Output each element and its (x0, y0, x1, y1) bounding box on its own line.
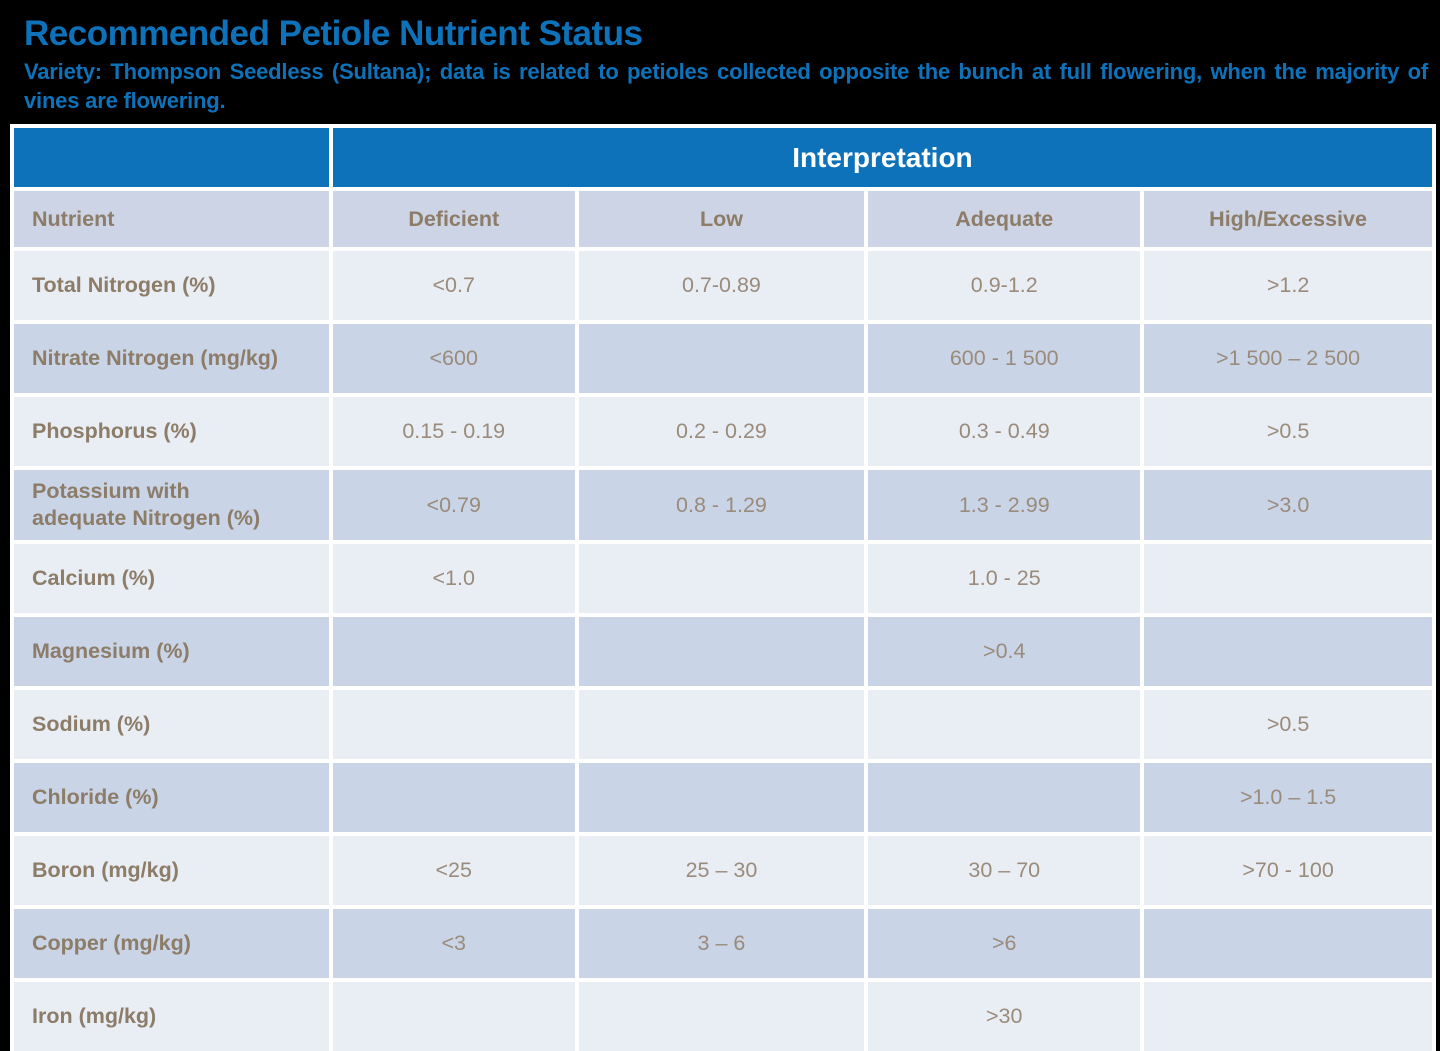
page-title: Recommended Petiole Nutrient Status (24, 14, 643, 53)
interpretation-header: Interpretation (332, 128, 1432, 188)
corner-header-cell (14, 128, 329, 188)
high-value: >3.0 (1144, 470, 1432, 540)
low-value (578, 762, 865, 832)
low-value (578, 981, 865, 1051)
deficient-value: <600 (332, 324, 575, 394)
high-value (1144, 543, 1432, 613)
deficient-value: <0.7 (332, 251, 575, 321)
high-value (1144, 616, 1432, 686)
adequate-value (868, 689, 1141, 759)
low-value (578, 616, 865, 686)
adequate-value: 600 - 1 500 (868, 324, 1141, 394)
adequate-value: 1.0 - 25 (868, 543, 1141, 613)
low-value: 0.2 - 0.29 (578, 397, 865, 467)
deficient-value: <0.79 (332, 470, 575, 540)
nutrient-label: Total Nitrogen (%) (14, 251, 329, 321)
column-header-high-excessive: High/Excessive (1144, 191, 1432, 248)
high-value (1144, 981, 1432, 1051)
table-row: Iron (mg/kg) >30 (14, 981, 1432, 1051)
page-subtitle: Variety: Thompson Seedless (Sultana); da… (24, 59, 1428, 113)
nutrient-label: Sodium (%) (14, 689, 329, 759)
adequate-value: >6 (868, 908, 1141, 978)
table-row: Total Nitrogen (%) <0.7 0.7-0.89 0.9-1.2 >1.… (14, 251, 1432, 321)
nutrient-label: Phosphorus (%) (14, 397, 329, 467)
high-value: >1 500 – 2 500 (1144, 324, 1432, 394)
low-value (578, 324, 865, 394)
nutrient-label: Magnesium (%) (14, 616, 329, 686)
column-header-nutrient: Nutrient (14, 191, 329, 248)
adequate-value (868, 762, 1141, 832)
high-value: >0.5 (1144, 689, 1432, 759)
table-row: Nitrate Nitrogen (mg/kg) <600 600 - 1 500 >… (14, 324, 1432, 394)
table-row: Boron (mg/kg) <25 25 – 30 30 – 70 >70 - 100 (14, 835, 1432, 905)
table-row: Chloride (%) >1.0 – 1.5 (14, 762, 1432, 832)
high-value: >70 - 100 (1144, 835, 1432, 905)
column-header-adequate: Adequate (868, 191, 1141, 248)
nutrient-label: Potassium with adequate Nitrogen (%) (14, 470, 329, 540)
column-header-low: Low (578, 191, 865, 248)
adequate-value: >30 (868, 981, 1141, 1051)
low-value: 3 – 6 (578, 908, 865, 978)
nutrient-label: Iron (mg/kg) (14, 981, 329, 1051)
table-row: Magnesium (%) >0.4 (14, 616, 1432, 686)
adequate-value: 30 – 70 (868, 835, 1141, 905)
nutrient-label: Boron (mg/kg) (14, 835, 329, 905)
table-row: Phosphorus (%) 0.15 - 0.19 0.2 - 0.29 0.3 -… (14, 397, 1432, 467)
nutrient-status-table: Interpretation Nutrient Deficient Low Ad… (10, 124, 1436, 1051)
low-value (578, 689, 865, 759)
deficient-value: <3 (332, 908, 575, 978)
group-header-row: Interpretation (14, 128, 1432, 188)
nutrient-label: Copper (mg/kg) (14, 908, 329, 978)
table-body: Total Nitrogen (%) <0.7 0.7-0.89 0.9-1.2 >1.… (14, 251, 1432, 1051)
adequate-value: 0.3 - 0.49 (868, 397, 1141, 467)
adequate-value: 0.9-1.2 (868, 251, 1141, 321)
deficient-value (332, 981, 575, 1051)
deficient-value: 0.15 - 0.19 (332, 397, 575, 467)
high-value: >1.2 (1144, 251, 1432, 321)
deficient-value (332, 616, 575, 686)
adequate-value: 1.3 - 2.99 (868, 470, 1141, 540)
column-header-deficient: Deficient (332, 191, 575, 248)
table-row: Sodium (%) >0.5 (14, 689, 1432, 759)
deficient-value (332, 762, 575, 832)
high-value (1144, 908, 1432, 978)
low-value (578, 543, 865, 613)
table-row: Copper (mg/kg) <3 3 – 6 >6 (14, 908, 1432, 978)
table-row: Calcium (%) <1.0 1.0 - 25 (14, 543, 1432, 613)
high-value: >0.5 (1144, 397, 1432, 467)
low-value: 25 – 30 (578, 835, 865, 905)
low-value: 0.7-0.89 (578, 251, 865, 321)
high-value: >1.0 – 1.5 (1144, 762, 1432, 832)
column-header-row: Nutrient Deficient Low Adequate High/Exc… (14, 191, 1432, 248)
adequate-value: >0.4 (868, 616, 1141, 686)
deficient-value (332, 689, 575, 759)
nutrient-label: Chloride (%) (14, 762, 329, 832)
table-row: Potassium with adequate Nitrogen (%) <0.7… (14, 470, 1432, 540)
nutrient-label: Calcium (%) (14, 543, 329, 613)
nutrient-label: Nitrate Nitrogen (mg/kg) (14, 324, 329, 394)
deficient-value: <1.0 (332, 543, 575, 613)
low-value: 0.8 - 1.29 (578, 470, 865, 540)
deficient-value: <25 (332, 835, 575, 905)
